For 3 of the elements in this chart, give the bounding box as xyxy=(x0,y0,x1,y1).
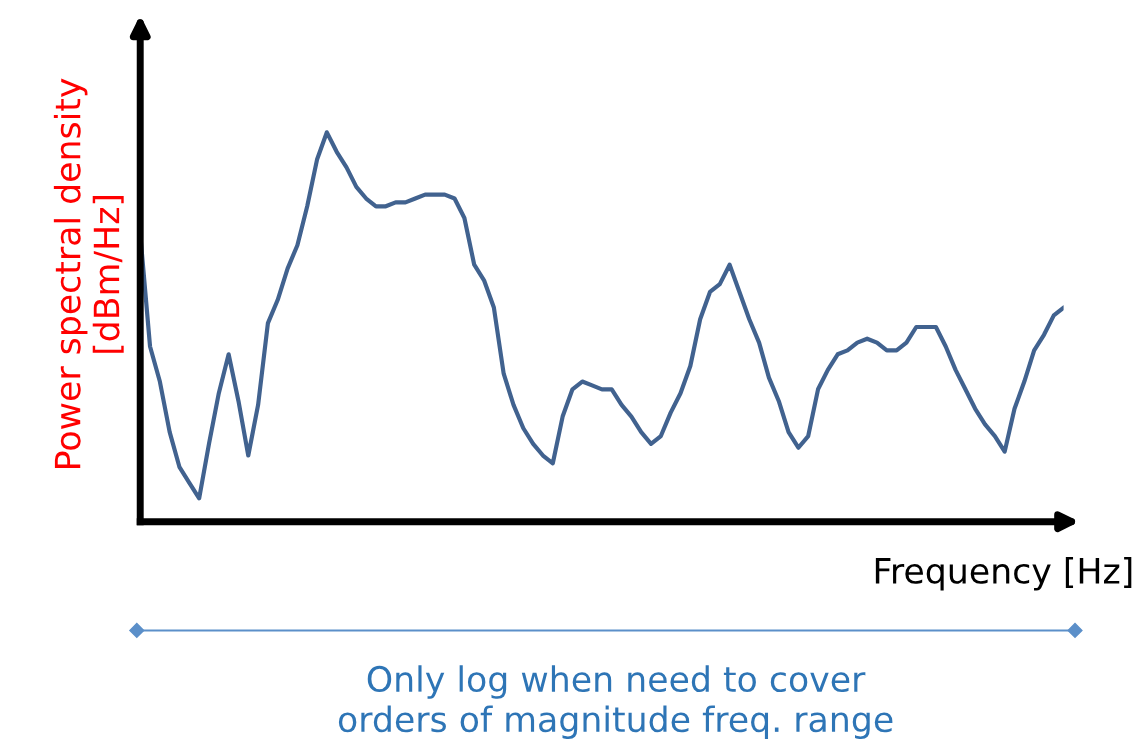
text: Only log when need to cover orders of magnitude freq. range xyxy=(338,665,893,740)
x-axis-title: Frequency [Hz] xyxy=(875,557,1132,591)
y-axis-title: Power spectral density [dBm/Hz] xyxy=(53,78,124,468)
